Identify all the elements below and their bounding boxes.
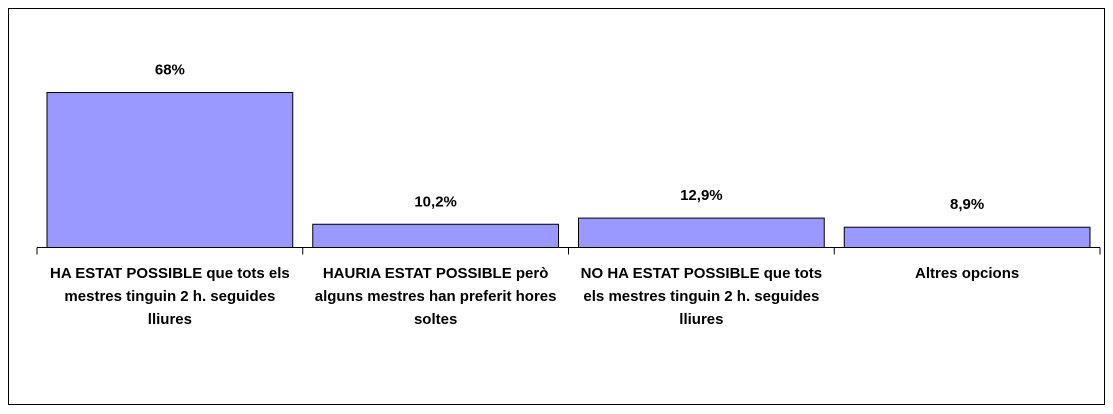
x-tick-label: HA ESTAT POSSIBLE que tots els mestres t… bbox=[49, 264, 290, 328]
bar bbox=[578, 217, 825, 248]
bar bbox=[312, 223, 559, 248]
x-tick-label-box: HA ESTAT POSSIBLE que tots els mestres t… bbox=[49, 264, 290, 328]
x-tick-label: Altres opcions bbox=[915, 264, 1020, 282]
x-tick-label: NO HA ESTAT POSSIBLE que tots els mestre… bbox=[580, 264, 823, 328]
value-label: 12,9% bbox=[680, 187, 723, 204]
value-label: 8,9% bbox=[950, 196, 984, 213]
bar bbox=[843, 226, 1091, 249]
x-tick-label-box: Altres opcions bbox=[915, 264, 1020, 282]
value-label: 10,2% bbox=[414, 193, 457, 210]
x-tick-label-box: NO HA ESTAT POSSIBLE que tots els mestre… bbox=[580, 264, 823, 328]
x-tick-label: HAURIA ESTAT POSSIBLE però alguns mestre… bbox=[314, 264, 557, 328]
value-label: 68% bbox=[155, 62, 185, 79]
x-tick-label-box: HAURIA ESTAT POSSIBLE però alguns mestre… bbox=[314, 264, 557, 328]
bar bbox=[46, 92, 294, 248]
